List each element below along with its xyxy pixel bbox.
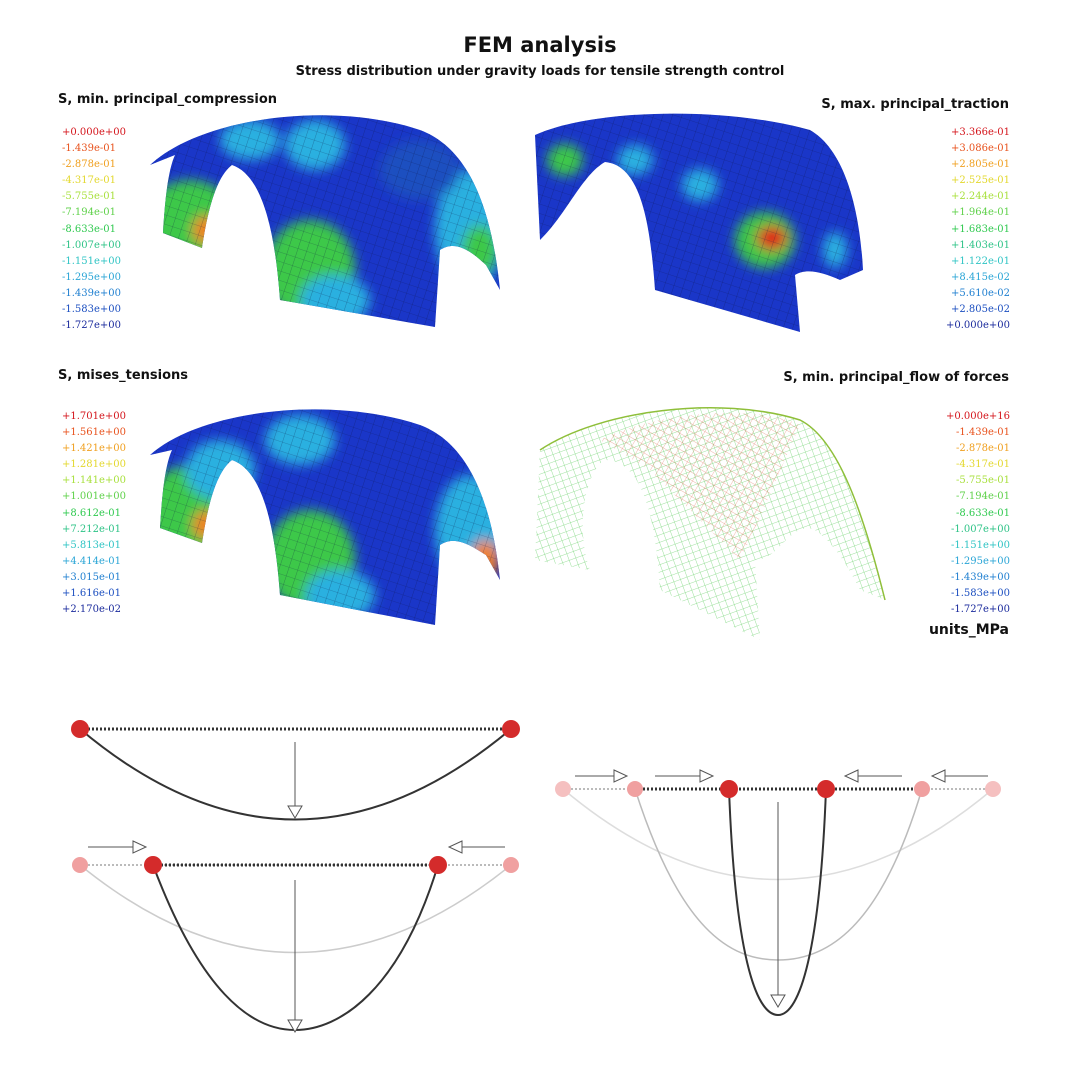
legend-flow: +0.000e+16 -1.439e-01 -2.878e-01 -4.317e… bbox=[910, 409, 1010, 618]
faded-node bbox=[627, 781, 643, 797]
shell-flow-of-forces bbox=[535, 407, 886, 640]
panel-title-mises: S, mises_tensions bbox=[58, 368, 189, 383]
legend-mises: +1.701e+00 +1.561e+00 +1.421e+00 +1.281e… bbox=[62, 409, 162, 618]
legend-value: -1.439e-01 bbox=[955, 427, 1010, 439]
legend-value: -1.727e+00 bbox=[62, 320, 122, 332]
legend-value: -7.194e-01 bbox=[955, 491, 1010, 503]
legend-value: +0.000e+00 bbox=[62, 127, 127, 138]
legend-value: -1.007e+00 bbox=[950, 523, 1010, 535]
figure-title: FEM analysis bbox=[463, 33, 617, 57]
panel-title-traction: S, max. principal_traction bbox=[821, 97, 1009, 112]
legend-value: +1.001e+00 bbox=[62, 491, 127, 503]
faded-node bbox=[503, 857, 519, 873]
legend-value: +1.964e-01 bbox=[950, 207, 1010, 219]
legend-value: +1.281e+00 bbox=[62, 459, 127, 471]
legend-value: -7.194e-01 bbox=[62, 207, 117, 219]
support-node bbox=[817, 780, 835, 798]
legend-value: +1.421e+00 bbox=[62, 443, 127, 455]
support-node bbox=[720, 780, 738, 798]
arrow-right-icon bbox=[132, 840, 148, 854]
legend-value: -1.583e+00 bbox=[62, 304, 122, 316]
catenary-curve bbox=[79, 728, 512, 821]
arrow-right-icon bbox=[613, 769, 629, 783]
legend-value: +7.212e-01 bbox=[62, 523, 122, 535]
faded-node bbox=[914, 781, 930, 797]
legend-value: -5.755e-01 bbox=[62, 191, 117, 203]
legend-value: -1.295e+00 bbox=[950, 555, 1010, 567]
panel-title-compression: S, min. principal_compression bbox=[58, 92, 278, 107]
legend-value: +1.122e-01 bbox=[950, 255, 1010, 267]
support-node bbox=[71, 720, 89, 738]
legend-value: +2.244e-01 bbox=[950, 191, 1010, 203]
legend-value: -4.317e-01 bbox=[955, 459, 1010, 471]
legend-value: -1.007e+00 bbox=[62, 239, 122, 251]
legend-value: +5.610e-02 bbox=[950, 287, 1010, 299]
legend-value: +4.414e-01 bbox=[62, 555, 122, 567]
legend-value: +3.086e-01 bbox=[950, 143, 1010, 155]
panel-title-flow: S, min. principal_flow of forces bbox=[783, 370, 1009, 385]
legend-traction: +3.366e-01 +3.086e-01 +2.805e-01 +2.525e… bbox=[910, 125, 1010, 334]
legend-value: -2.878e-01 bbox=[955, 443, 1010, 455]
support-node bbox=[502, 720, 520, 738]
legend-value: +2.525e-01 bbox=[950, 175, 1010, 187]
legend-value: +3.366e-01 bbox=[950, 127, 1010, 138]
units-label: units_MPa bbox=[928, 622, 1009, 638]
legend-value: +1.561e+00 bbox=[62, 427, 127, 439]
diagram-catenary-compressed bbox=[72, 840, 519, 1033]
legend-value: +2.170e-02 bbox=[62, 604, 122, 616]
legend-value: +1.403e-01 bbox=[950, 239, 1010, 251]
support-node bbox=[144, 856, 162, 874]
diagram-catenary-top bbox=[71, 720, 520, 821]
legend-value: +0.000e+00 bbox=[945, 320, 1010, 332]
legend-value: -1.439e-01 bbox=[62, 143, 117, 155]
legend-value: -8.633e-01 bbox=[62, 223, 117, 235]
legend-value: -1.439e+00 bbox=[950, 571, 1010, 583]
legend-value: -1.151e+00 bbox=[950, 539, 1010, 551]
arrow-left-icon bbox=[930, 769, 946, 783]
diagram-catenary-deep bbox=[555, 769, 1001, 1017]
legend-compression: +0.000e+00 -1.439e-01 -2.878e-01 -4.317e… bbox=[62, 125, 162, 334]
faded-node bbox=[72, 857, 88, 873]
legend-value: -8.633e-01 bbox=[955, 507, 1010, 519]
arrow-left-icon bbox=[447, 840, 463, 854]
legend-value: +1.683e-01 bbox=[950, 223, 1010, 235]
faded-node bbox=[555, 781, 571, 797]
legend-value: -1.295e+00 bbox=[62, 271, 122, 283]
legend-value: -1.727e+00 bbox=[950, 604, 1010, 616]
arrow-left-icon bbox=[843, 769, 859, 783]
legend-value: +1.616e-01 bbox=[62, 588, 122, 600]
legend-value: -1.583e+00 bbox=[950, 588, 1010, 600]
legend-value: -4.317e-01 bbox=[62, 175, 117, 187]
figure-subtitle: Stress distribution under gravity loads … bbox=[295, 64, 785, 79]
arrow-down-icon bbox=[770, 994, 786, 1008]
legend-value: -2.878e-01 bbox=[62, 159, 117, 171]
faded-node bbox=[985, 781, 1001, 797]
catenary-curve bbox=[728, 788, 827, 1017]
legend-value: +2.805e-02 bbox=[950, 304, 1010, 316]
legend-value: +0.000e+16 bbox=[945, 411, 1010, 422]
legend-value: +5.813e-01 bbox=[62, 539, 122, 551]
legend-value: +8.415e-02 bbox=[950, 271, 1010, 283]
legend-value: -1.151e+00 bbox=[62, 255, 122, 267]
legend-value: +1.141e+00 bbox=[62, 475, 127, 487]
legend-value: +8.612e-01 bbox=[62, 507, 122, 519]
arrow-down-icon bbox=[287, 805, 303, 819]
legend-value: -5.755e-01 bbox=[955, 475, 1010, 487]
arrow-down-icon bbox=[287, 1019, 303, 1033]
arrow-right-icon bbox=[699, 769, 715, 783]
legend-value: -1.439e+00 bbox=[62, 287, 122, 299]
support-node bbox=[429, 856, 447, 874]
legend-value: +3.015e-01 bbox=[62, 571, 122, 583]
legend-value: +1.701e+00 bbox=[62, 411, 127, 422]
legend-value: +2.805e-01 bbox=[950, 159, 1010, 171]
